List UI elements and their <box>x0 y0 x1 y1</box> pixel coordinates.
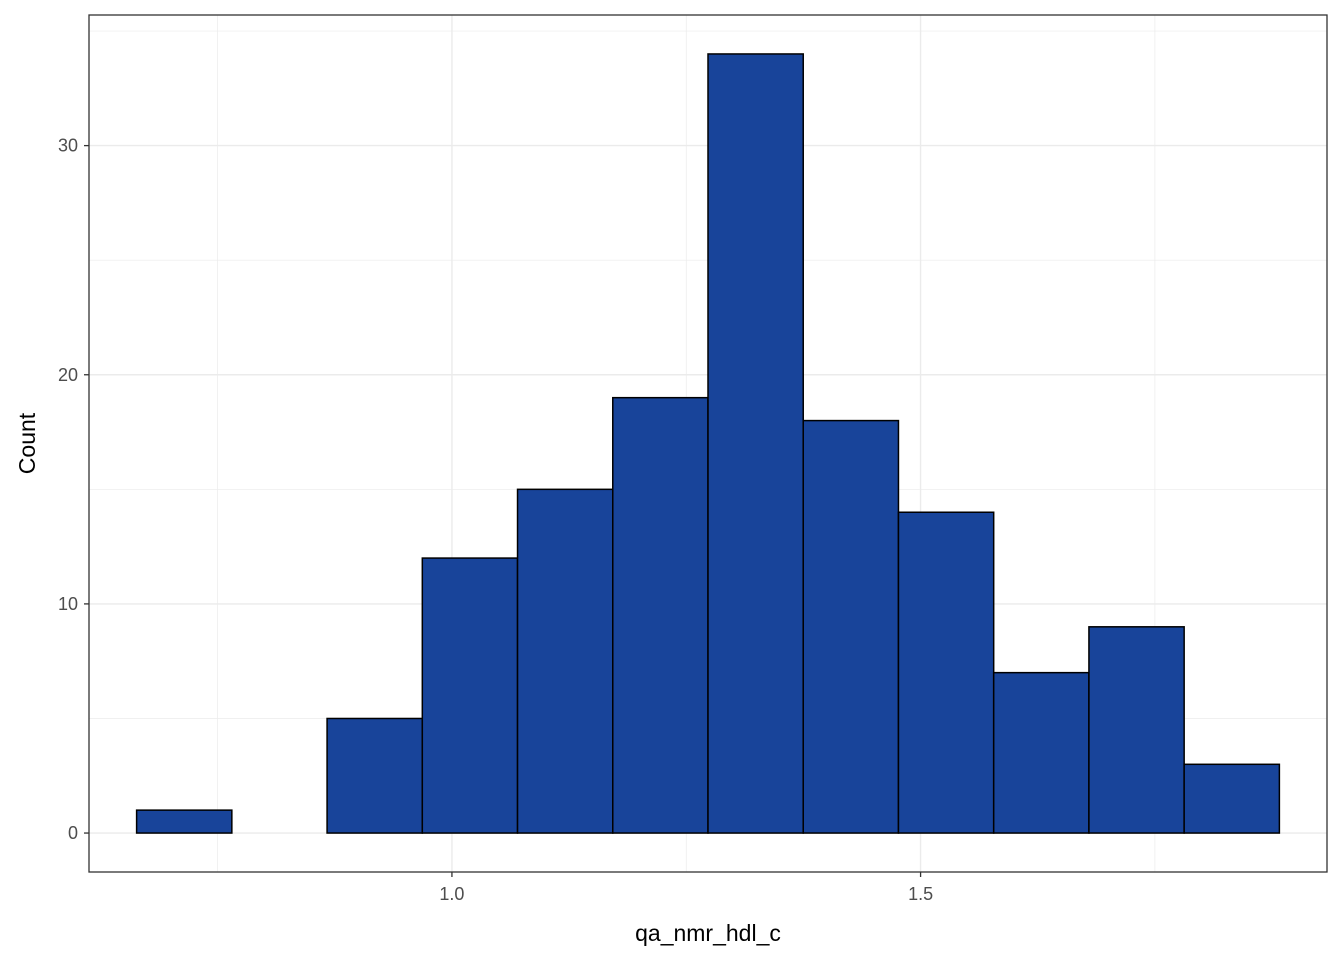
y-tick-label: 10 <box>58 594 78 614</box>
histogram-bar <box>707 53 804 834</box>
histogram-bar <box>326 717 424 834</box>
x-tick-label: 1.5 <box>908 884 933 904</box>
y-tick-label: 0 <box>68 823 78 843</box>
y-tick-label: 20 <box>58 365 78 385</box>
histogram-bar <box>135 809 233 834</box>
x-axis-title: qa_nmr_hdl_c <box>635 920 781 946</box>
histogram-bars <box>135 53 1281 834</box>
histogram-bar <box>1088 626 1185 834</box>
histogram-bar <box>421 557 519 834</box>
histogram-bar <box>992 671 1090 834</box>
histogram-bar <box>516 488 614 834</box>
panel-border <box>88 14 1328 873</box>
histogram-bar <box>1183 763 1281 834</box>
histogram-bar <box>612 396 709 834</box>
x-tick-label: 1.0 <box>439 884 464 904</box>
y-tick-label: 30 <box>58 136 78 156</box>
histogram-bar <box>897 511 995 834</box>
axis-ticks: 0 10 20 30 1.0 1.5 <box>58 136 933 904</box>
histogram-bar <box>802 419 900 834</box>
y-axis-title: Count <box>14 412 40 474</box>
